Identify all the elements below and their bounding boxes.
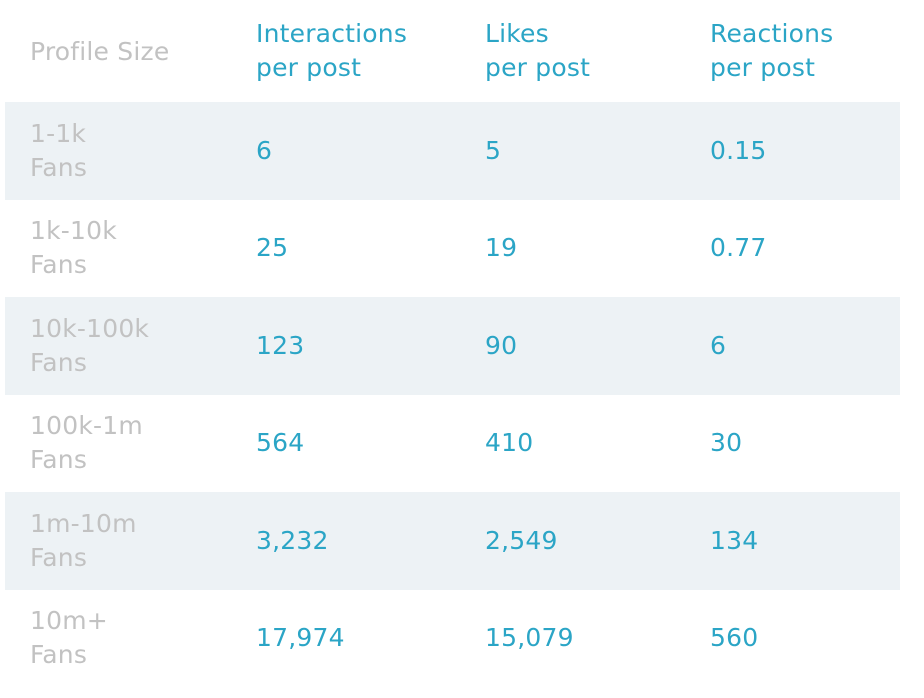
likes-cell: 5 [485,135,502,165]
reactions-cell: 6 [710,330,727,360]
profile-size-cell: 1m-10m Fans [30,492,250,590]
likes-cell: 2,549 [485,525,558,555]
interactions-cell: 6 [256,135,273,165]
table-row: 1-1k Fans 6 5 0.15 [5,102,900,200]
profile-size-unit: Fans [30,445,88,475]
profile-size-range: 10k-100k [30,313,150,343]
profile-size-range: 10m+ [30,606,108,636]
reactions-cell: 560 [710,623,759,653]
table-header-row: Profile Size Interactions per post Likes… [5,0,900,102]
column-header-interactions-line1: Interactions [256,19,408,48]
column-header-reactions: Reactions per post [710,0,900,102]
table-row: 10k-100k Fans 123 90 6 [5,297,900,395]
profile-size-unit: Fans [30,542,88,572]
column-header-interactions-line2: per post [256,53,362,82]
profile-size-range: 1m-10m [30,508,137,538]
table-row: 1m-10m Fans 3,232 2,549 134 [5,492,900,590]
profile-size-unit: Fans [30,640,88,670]
profile-size-cell: 1k-10k Fans [30,200,250,298]
interactions-cell: 123 [256,330,305,360]
table-row: 10m+ Fans 17,974 15,079 560 [5,590,900,688]
profile-size-unit: Fans [30,250,88,280]
column-header-reactions-line1: Reactions [710,19,834,48]
reactions-cell: 30 [710,428,743,458]
likes-cell: 15,079 [485,623,574,653]
profile-size-unit: Fans [30,347,88,377]
reactions-cell: 0.15 [710,135,767,165]
likes-cell: 90 [485,330,518,360]
profile-size-cell: 10k-100k Fans [30,297,250,395]
likes-cell: 19 [485,233,518,263]
reactions-cell: 134 [710,525,759,555]
interactions-cell: 17,974 [256,623,345,653]
column-header-likes-line1: Likes [485,19,549,48]
reactions-cell: 0.77 [710,233,767,263]
table-row: 1k-10k Fans 25 19 0.77 [5,200,900,298]
column-header-interactions: Interactions per post [256,0,476,102]
column-header-likes: Likes per post [485,0,705,102]
column-header-profile-size-label: Profile Size [30,37,170,66]
profile-size-cell: 10m+ Fans [30,590,250,688]
profile-size-unit: Fans [30,152,88,182]
column-header-reactions-line2: per post [710,53,816,82]
interactions-cell: 3,232 [256,525,329,555]
likes-cell: 410 [485,428,534,458]
column-header-profile-size: Profile Size [30,0,250,102]
profile-size-cell: 100k-1m Fans [30,395,250,493]
engagement-table: Profile Size Interactions per post Likes… [5,0,900,687]
profile-size-cell: 1-1k Fans [30,102,250,200]
interactions-cell: 564 [256,428,305,458]
table-row: 100k-1m Fans 564 410 30 [5,395,900,493]
profile-size-range: 1k-10k [30,216,117,246]
column-header-likes-line2: per post [485,53,591,82]
interactions-cell: 25 [256,233,289,263]
profile-size-range: 1-1k [30,118,87,148]
profile-size-range: 100k-1m [30,411,143,441]
